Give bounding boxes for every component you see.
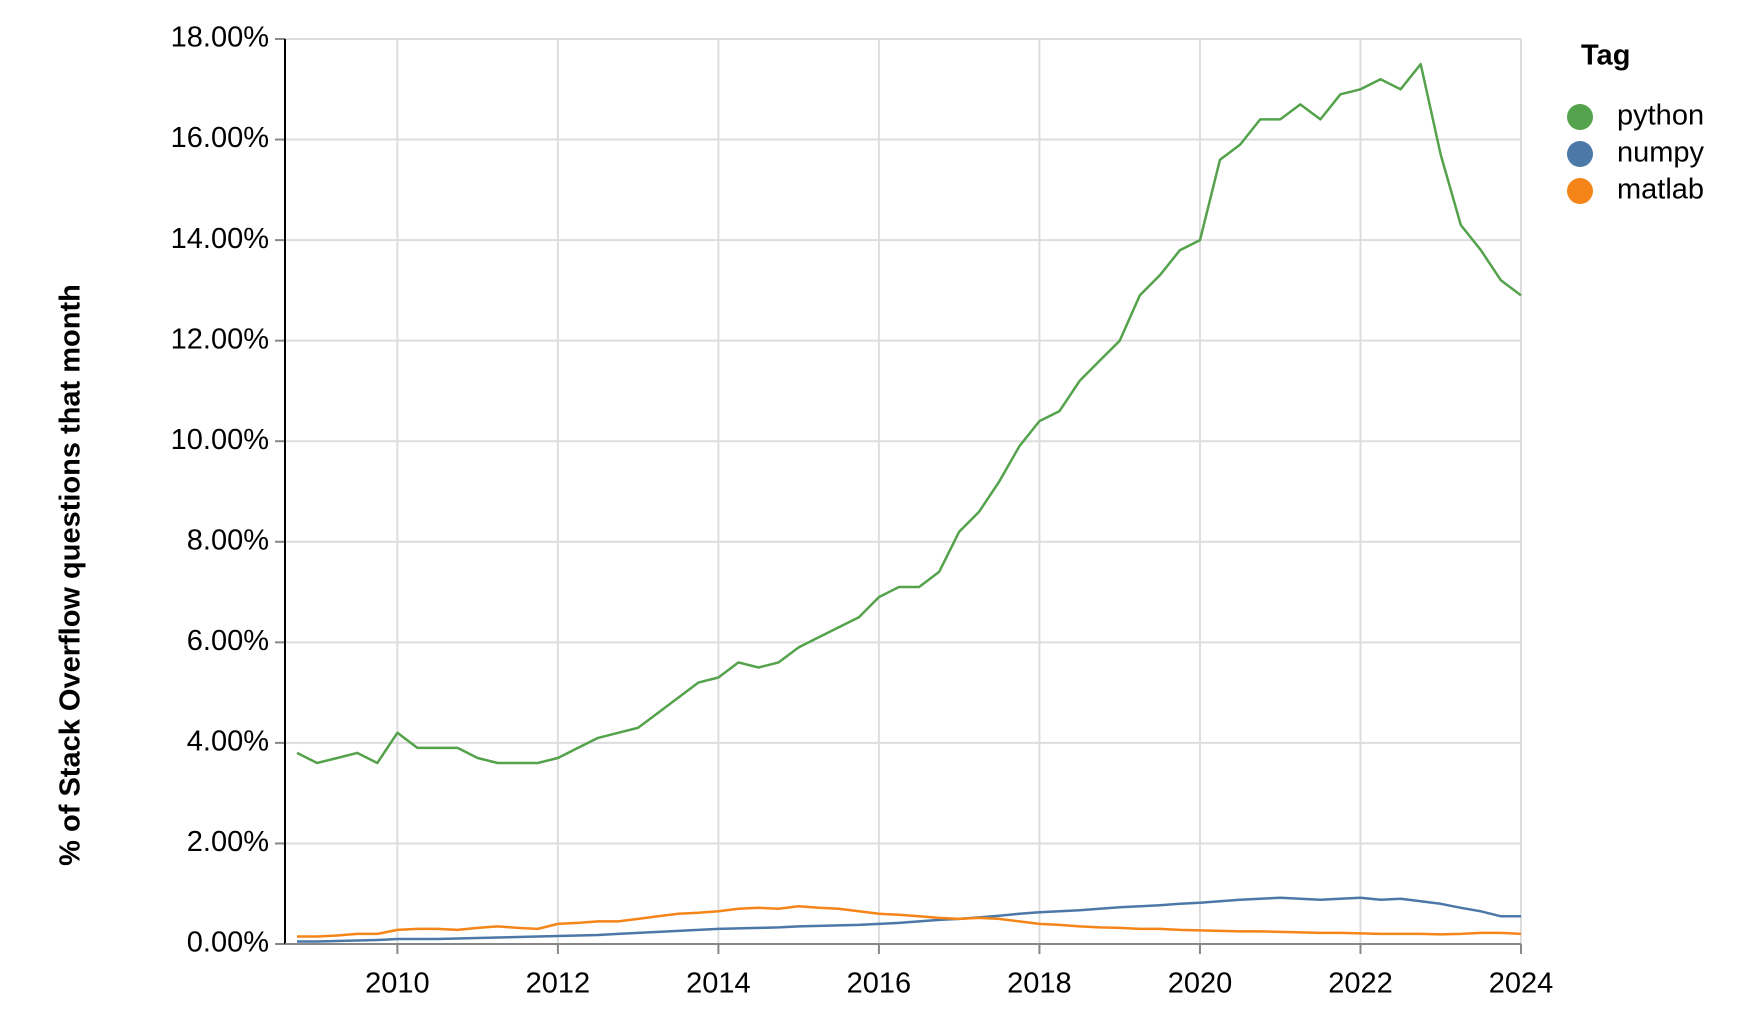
legend-symbol — [1567, 178, 1593, 204]
series-line — [297, 896, 1521, 943]
x-tick-label: 2024 — [1489, 968, 1554, 1000]
legend-symbol — [1567, 141, 1593, 167]
x-tick-label: 2020 — [1168, 968, 1233, 1000]
y-tick-label: 12.00% — [171, 323, 269, 355]
x-tick-label: 2012 — [526, 968, 591, 1000]
x-tick-label: 2022 — [1328, 968, 1393, 1000]
y-tick-label: 16.00% — [171, 122, 269, 154]
x-tick-label: 2016 — [847, 968, 912, 1000]
x-tick-label: 2010 — [365, 968, 430, 1000]
y-tick-label: 14.00% — [171, 223, 269, 255]
y-tick-label: 0.00% — [187, 927, 269, 959]
legend-label: matlab — [1617, 174, 1704, 206]
y-tick-label: 6.00% — [187, 625, 269, 657]
x-tick-label: 2018 — [1007, 968, 1072, 1000]
y-tick-label: 2.00% — [187, 826, 269, 858]
legend-title: Tag — [1581, 40, 1630, 72]
y-axis-title: % of Stack Overflow questions that month — [55, 284, 87, 866]
y-tick-label: 4.00% — [187, 726, 269, 758]
y-tick-label: 18.00% — [171, 22, 269, 54]
series-line — [296, 62, 1522, 765]
legend-label: python — [1617, 100, 1704, 132]
y-tick-label: 10.00% — [171, 424, 269, 456]
legend-symbol — [1567, 104, 1593, 130]
legend-label: numpy — [1617, 137, 1705, 169]
series-line — [297, 905, 1522, 938]
x-tick-label: 2014 — [686, 968, 751, 1000]
y-tick-label: 8.00% — [187, 524, 269, 556]
